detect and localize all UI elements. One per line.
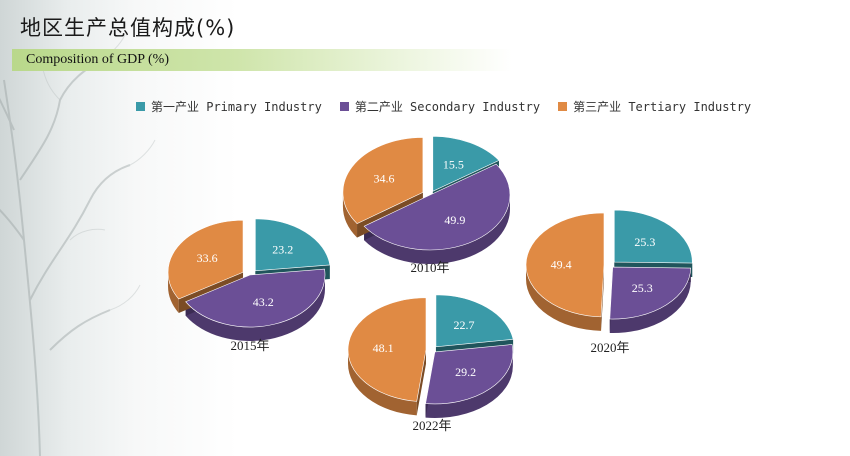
- pie-slice-primary: [613, 209, 693, 264]
- subtitle-bar: [12, 49, 512, 71]
- pie-slice-tertiary: [342, 137, 424, 224]
- pie-slice-secondary: [363, 163, 511, 251]
- page-title: 地区生产总值构成(%): [20, 16, 236, 40]
- pie-chart-1: 23.2 43.2 33.6 2015年: [167, 218, 331, 353]
- pie-slice-side-secondary: [185, 275, 325, 342]
- pie-value-label-primary: 22.7: [453, 318, 474, 332]
- legend-item-secondary: 第二产业 Secondary Industry: [339, 98, 541, 115]
- legend-label-secondary: 第二产业 Secondary Industry: [354, 100, 541, 114]
- legend-item-primary: 第一产业 Primary Industry: [136, 98, 322, 115]
- pie-year-label: 2022年: [412, 418, 451, 433]
- pie-value-label-tertiary: 49.4: [551, 257, 572, 271]
- legend-item-tertiary: 第三产业 Tertiary Industry: [558, 98, 751, 115]
- pie-slice-side-tertiary: [526, 264, 602, 331]
- pie-value-label-tertiary: 34.6: [373, 171, 394, 185]
- pie-slice-secondary: [609, 266, 692, 320]
- pie-value-label-tertiary: 48.1: [373, 341, 394, 355]
- pie-slice-side-tertiary: [168, 272, 179, 313]
- page-subtitle: Composition of GDP (%): [26, 52, 169, 67]
- legend-label-tertiary: 第三产业 Tertiary Industry: [573, 100, 752, 114]
- pie-year-label: 2020年: [590, 340, 629, 355]
- pie-slice-primary: [435, 294, 514, 348]
- chart-legend: 第一产业 Primary Industry 第二产业 Secondary Ind…: [136, 98, 751, 115]
- pie-value-label-primary: 23.2: [272, 242, 293, 256]
- pie-value-label-primary: 15.5: [443, 158, 464, 172]
- pie-value-label-secondary: 25.3: [632, 281, 653, 295]
- pie-slice-tertiary: [525, 212, 605, 318]
- pie-chart-3: 22.7 29.2 48.1 2022年: [347, 294, 514, 433]
- pie-slice-primary: [432, 135, 500, 192]
- pie-chart-0: 15.5 49.9 34.6 2010年: [342, 135, 511, 275]
- pie-slice-primary: [255, 218, 331, 272]
- pie-value-label-primary: 25.3: [634, 235, 655, 249]
- pie-slice-secondary: [425, 344, 514, 405]
- legend-swatch-secondary: [339, 102, 349, 111]
- pie-year-label: 2015年: [230, 338, 269, 353]
- pie-value-label-tertiary: 33.6: [197, 251, 218, 265]
- legend-swatch-tertiary: [558, 102, 568, 111]
- legend-swatch-primary: [136, 102, 145, 111]
- legend-label-primary: 第一产业 Primary Industry: [151, 100, 322, 114]
- pie-chart-2: 25.3 25.3 49.4 2020年: [525, 209, 693, 355]
- pie-slice-tertiary: [167, 219, 244, 300]
- pie-slice-secondary: [185, 268, 326, 328]
- pie-slice-tertiary: [347, 297, 427, 402]
- pie-slice-side-secondary: [425, 351, 513, 418]
- pie-slice-side-secondary: [609, 268, 691, 334]
- pie-slice-cut-tertiary: [416, 349, 427, 416]
- pie-value-label-secondary: 43.2: [253, 295, 274, 309]
- pie-value-label-secondary: 49.9: [444, 213, 465, 227]
- pie-value-label-secondary: 29.2: [455, 365, 476, 379]
- pie-year-label: 2010年: [410, 260, 449, 275]
- pie-slice-side-secondary: [364, 195, 510, 264]
